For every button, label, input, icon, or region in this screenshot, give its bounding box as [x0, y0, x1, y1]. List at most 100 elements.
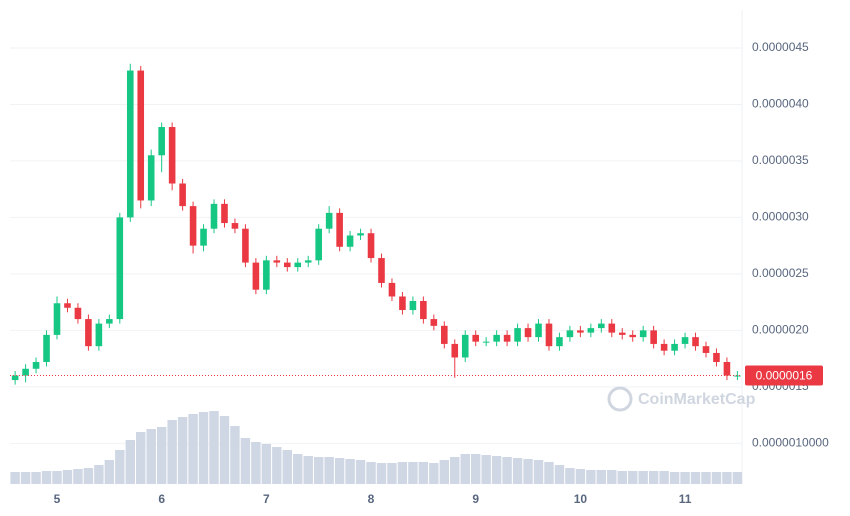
candle-body: [85, 319, 92, 347]
watermark-logo: [607, 386, 633, 412]
volume-bar: [10, 472, 20, 484]
volume-bar: [460, 454, 470, 484]
volume-bar: [701, 472, 711, 484]
volume-bar: [669, 472, 680, 484]
candle-body: [168, 127, 176, 184]
candle-body: [53, 303, 61, 335]
volume-bar: [439, 460, 450, 484]
candle-body: [43, 334, 50, 362]
volume-bar: [554, 465, 565, 484]
candle-body: [577, 330, 584, 333]
volume-bar: [512, 458, 523, 484]
last-price-box: [745, 365, 823, 386]
volume-bar: [62, 470, 73, 484]
x-tick-label: 11: [679, 492, 692, 506]
volume-bar: [607, 470, 617, 484]
volume-bar: [544, 462, 554, 484]
candle-body: [713, 352, 720, 362]
volume-bar: [272, 447, 282, 484]
candle-body: [461, 334, 469, 358]
candle-body: [660, 343, 668, 351]
x-tick-label: 9: [472, 492, 479, 506]
volume-bar: [156, 427, 167, 484]
volume-bar: [481, 455, 491, 484]
candle-body: [137, 70, 145, 201]
candle-body: [524, 328, 532, 338]
candle-body: [200, 228, 207, 246]
candle-body: [357, 233, 364, 236]
volume-bar: [732, 472, 743, 484]
volume-bar: [408, 462, 418, 484]
volume-bar: [429, 463, 439, 484]
x-tick-label: 5: [54, 492, 61, 506]
volume-bar: [136, 432, 146, 484]
y-tick-label: 0.0000040: [752, 97, 809, 111]
candle-body: [681, 337, 689, 344]
volume-bar: [20, 472, 31, 484]
candle-body: [294, 262, 302, 268]
volume-bar: [659, 471, 669, 484]
candle-body: [702, 346, 710, 353]
candle-body: [535, 323, 542, 338]
x-tick-label: 6: [158, 492, 165, 506]
candle-body: [692, 337, 699, 347]
candle-body: [95, 323, 103, 347]
volume-bar: [219, 416, 230, 484]
candle-body: [734, 375, 741, 377]
candle-body: [545, 323, 553, 347]
volume-bar: [418, 462, 429, 484]
volume-bar: [376, 463, 387, 484]
volume-bar: [41, 471, 52, 484]
volume-bar: [523, 459, 533, 484]
candle-body: [587, 328, 595, 333]
volume-bar: [345, 459, 355, 484]
volume-bar: [355, 460, 366, 484]
volume-bar: [94, 465, 104, 484]
candle-body: [189, 206, 197, 246]
candle-body: [325, 212, 333, 229]
candle-body: [210, 203, 218, 229]
y-tick-label: 0.0000020: [752, 323, 809, 337]
candle-body: [451, 343, 459, 358]
candle-body: [304, 260, 312, 263]
volume-bar: [31, 472, 41, 484]
candle-body: [283, 262, 291, 268]
candle-body: [629, 334, 637, 338]
y-tick-label: 0.0000035: [752, 153, 809, 167]
volume-bar: [565, 468, 575, 484]
volume-bar: [617, 471, 627, 484]
candle-body: [221, 203, 228, 224]
volume-bar: [125, 440, 135, 484]
candle-body: [263, 260, 270, 290]
candle-body: [388, 282, 396, 297]
candle-body: [315, 228, 322, 261]
volume-bar: [533, 460, 544, 484]
candle-body: [598, 323, 605, 329]
candle-body: [420, 300, 427, 320]
volume-bar: [261, 444, 272, 484]
candle-body: [116, 217, 124, 320]
volume-bar: [722, 472, 732, 484]
candle-body: [126, 70, 134, 218]
candle-body: [441, 325, 448, 344]
x-tick-label: 10: [574, 492, 588, 506]
y-tick-label: 0.0000010000: [752, 436, 829, 450]
candle-body: [147, 155, 155, 201]
candle-body: [409, 300, 417, 311]
volume-bar: [177, 417, 188, 484]
volume-bar: [502, 457, 512, 484]
candle-body: [367, 233, 375, 259]
candle-body: [158, 127, 165, 156]
x-tick-label: 8: [368, 492, 375, 506]
watermark: CoinMarketCap: [638, 391, 756, 408]
candle-body: [273, 260, 281, 263]
volume-bar: [586, 470, 596, 484]
candle-body: [503, 334, 511, 342]
volume-bar: [303, 456, 313, 484]
volume-bar: [450, 457, 460, 484]
volume-bar: [387, 463, 397, 484]
volume-bar: [397, 462, 408, 484]
candle-body: [32, 361, 40, 369]
volume-bar: [230, 426, 240, 484]
volume-bar: [638, 471, 648, 484]
